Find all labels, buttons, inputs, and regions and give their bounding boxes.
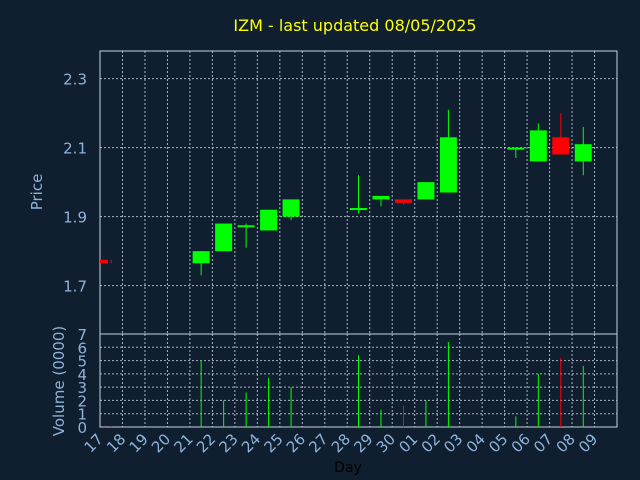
price-tick-label: 2.3: [63, 71, 87, 89]
candle-body: [282, 199, 300, 217]
volume-tick-label: 2: [77, 392, 87, 410]
candle-body: [372, 195, 390, 200]
price-axis-label: Price: [28, 174, 46, 211]
candle-body: [552, 137, 570, 155]
candle-body: [100, 259, 108, 264]
candle-body: [574, 144, 592, 162]
volume-grid: [100, 334, 617, 427]
day-tick-labels: 1718192021222324252627282930010203040506…: [81, 430, 602, 456]
volume-tick-label: 4: [77, 366, 87, 384]
volume-axis-label: Volume (0000): [50, 326, 68, 436]
candle-body: [215, 223, 233, 252]
candle-body: [260, 209, 278, 231]
price-tick-label: 1.9: [63, 209, 87, 227]
volume-tick-label: 0: [77, 419, 87, 437]
candle-body: [529, 130, 547, 162]
x-axis-label: Day: [334, 460, 362, 476]
volume-tick-label: 3: [77, 379, 87, 397]
candle-body: [417, 182, 435, 200]
chart-title: IZM - last updated 08/05/2025: [233, 16, 476, 35]
volume-tick-label: 1: [77, 406, 87, 424]
volume-bar-series: [110, 341, 584, 427]
candle-body: [439, 137, 457, 193]
volume-tick-label: 7: [77, 326, 87, 344]
candle-body: [237, 225, 255, 228]
volume-tick-label: 5: [77, 353, 87, 371]
price-grid: [100, 51, 617, 334]
volume-tick-label: 6: [77, 339, 87, 357]
price-y-tick-labels: 1.7 1.9 2.1 2.3: [63, 71, 87, 296]
candlestick-series: [100, 109, 592, 276]
price-tick-label: 2.1: [63, 140, 87, 158]
price-tick-label: 1.7: [63, 278, 87, 296]
candle-body: [507, 147, 525, 150]
candle-body: [394, 199, 412, 203]
candle-body: [192, 251, 210, 264]
candle-body: [350, 208, 367, 211]
price-panel: 1.7 1.9 2.1 2.3 Price: [28, 50, 618, 335]
